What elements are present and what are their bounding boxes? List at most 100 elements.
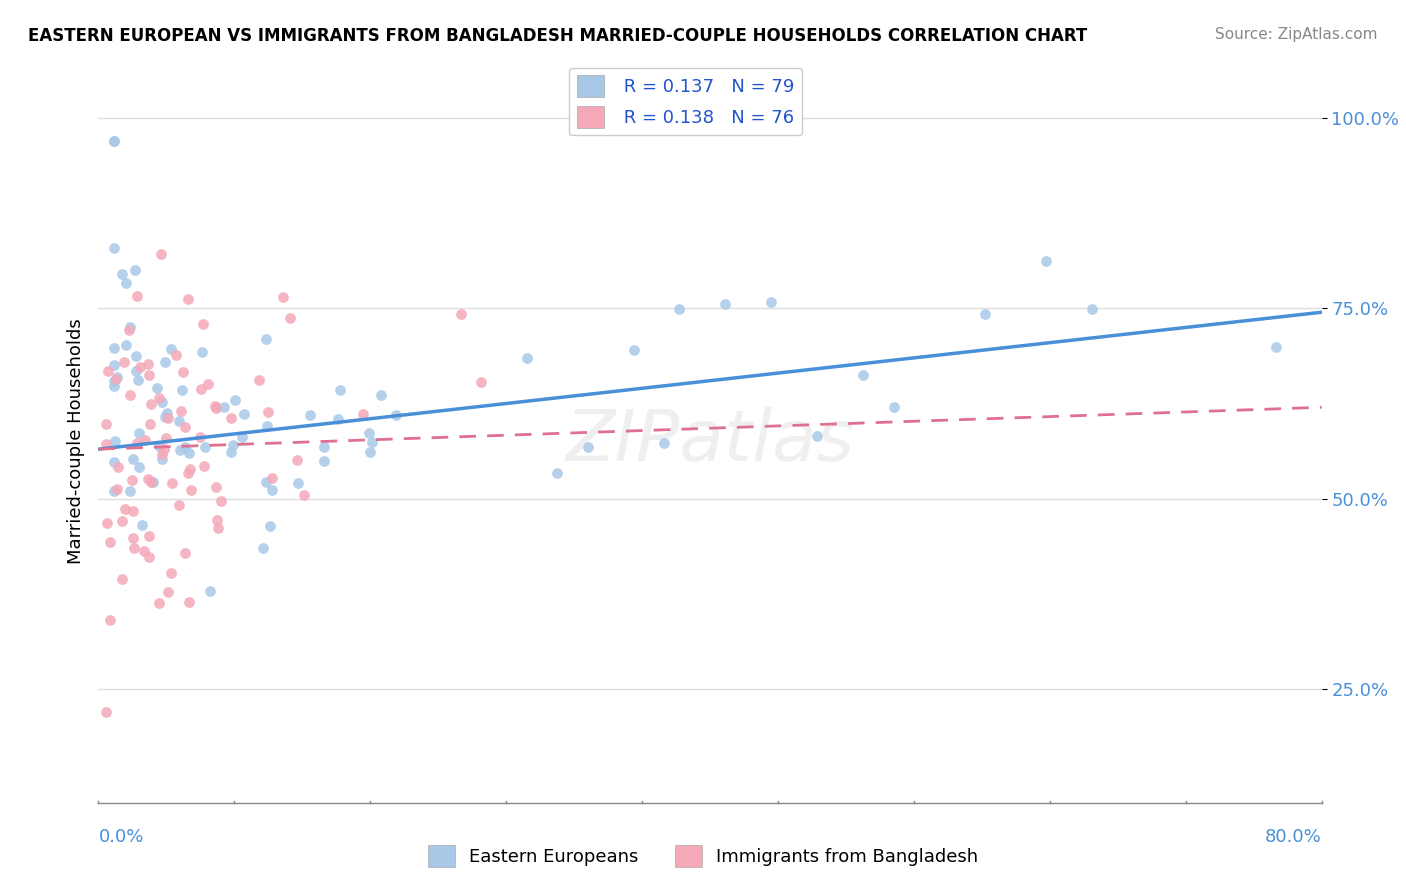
Point (193, 459, 215, 474)
Point (115, 337, 138, 351)
Point (128, 460, 150, 475)
Point (193, 317, 215, 331)
Point (883, 400, 905, 414)
Point (105, 370, 128, 384)
Point (111, 573, 134, 587)
Point (148, 439, 170, 453)
Point (103, 134, 125, 148)
Point (125, 435, 148, 450)
Point (128, 426, 150, 441)
Point (127, 373, 149, 387)
Point (204, 399, 226, 413)
Point (384, 409, 406, 423)
Point (103, 134, 125, 148)
Point (326, 412, 349, 426)
Point (262, 483, 284, 497)
Point (145, 381, 167, 395)
Point (138, 550, 160, 565)
Point (111, 514, 134, 528)
Point (1081, 301, 1104, 316)
Point (134, 434, 156, 448)
Point (191, 345, 214, 359)
Point (131, 518, 153, 533)
Point (177, 595, 200, 609)
Point (205, 513, 228, 527)
Point (141, 397, 163, 411)
Point (262, 471, 284, 485)
Point (219, 444, 242, 458)
Point (668, 301, 690, 316)
Point (124, 349, 146, 363)
Point (1264, 340, 1286, 354)
Legend:  R = 0.137   N = 79,  R = 0.138   N = 76: R = 0.137 N = 79, R = 0.138 N = 76 (569, 68, 801, 136)
Point (138, 368, 160, 383)
Point (125, 364, 148, 378)
Point (118, 484, 141, 499)
Point (124, 263, 146, 277)
Point (159, 342, 181, 356)
Point (359, 445, 381, 459)
Point (128, 360, 150, 375)
Point (103, 241, 125, 255)
Point (103, 358, 125, 372)
Point (107, 460, 129, 475)
Point (298, 409, 321, 423)
Point (450, 307, 472, 321)
Point (96, 516, 118, 530)
Point (122, 541, 145, 555)
Point (94, 437, 117, 451)
Point (177, 467, 200, 481)
Point (172, 384, 194, 398)
Point (256, 419, 278, 434)
Point (148, 391, 170, 405)
Point (361, 435, 384, 450)
Point (231, 430, 253, 444)
Point (652, 436, 675, 450)
Point (259, 519, 281, 533)
Point (174, 420, 197, 434)
Point (98, 613, 121, 627)
Point (194, 441, 217, 455)
Point (139, 417, 162, 432)
Point (209, 494, 232, 508)
Point (470, 375, 492, 389)
Point (205, 480, 228, 494)
Point (329, 383, 352, 397)
Point (153, 409, 176, 424)
Point (174, 546, 197, 560)
Point (155, 431, 177, 445)
Point (205, 401, 228, 416)
Point (852, 368, 875, 382)
Point (232, 407, 254, 421)
Point (312, 440, 335, 454)
Point (111, 267, 134, 281)
Point (172, 365, 194, 379)
Text: Source: ZipAtlas.com: Source: ZipAtlas.com (1215, 27, 1378, 42)
Point (121, 452, 143, 467)
Point (142, 475, 165, 489)
Point (139, 475, 162, 490)
Point (96, 417, 118, 431)
Point (179, 462, 201, 476)
Point (150, 395, 173, 409)
Point (97, 364, 120, 378)
Point (136, 357, 159, 371)
Point (105, 482, 128, 496)
Point (314, 453, 336, 467)
Point (546, 466, 568, 480)
Point (136, 472, 159, 486)
Point (252, 541, 274, 556)
Point (169, 414, 191, 428)
Point (105, 372, 128, 386)
Point (285, 452, 308, 467)
Point (352, 407, 374, 421)
Text: ZIPatlas: ZIPatlas (565, 407, 855, 476)
Point (169, 498, 191, 512)
Point (271, 291, 294, 305)
Point (112, 354, 135, 368)
Point (103, 379, 125, 393)
Point (153, 355, 176, 369)
Point (150, 451, 173, 466)
Point (138, 529, 160, 543)
Point (165, 348, 187, 362)
